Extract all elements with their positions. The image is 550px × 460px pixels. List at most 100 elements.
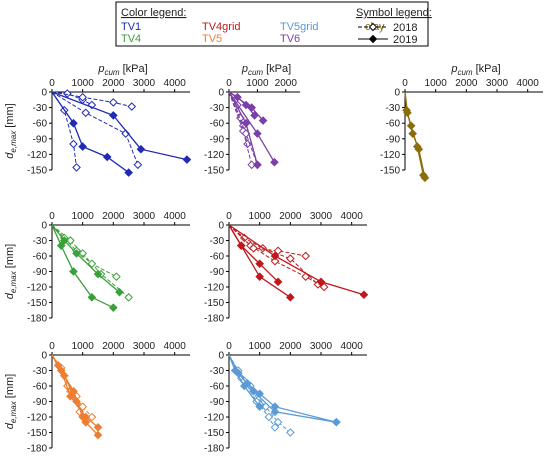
y-tick-label: -120: [204, 150, 224, 161]
legend-entry-tv4: TV4: [121, 33, 141, 45]
series-line: [228, 354, 261, 408]
y-axis-title-sub: e,max: [9, 130, 18, 153]
legend-entry-tv5: TV5: [202, 33, 222, 45]
series-tv4grid-2018: [228, 224, 310, 261]
y-tick-label: -120: [27, 413, 47, 424]
y-axis-title-unit: [mm]: [4, 103, 16, 131]
data-point-2018: [133, 160, 143, 170]
y-tick-label: -90: [33, 397, 48, 408]
x-tick-label: 2000: [279, 341, 302, 352]
data-point-2019: [270, 407, 280, 417]
x-tick-label: 4000: [164, 78, 187, 89]
y-tick-label: -150: [204, 428, 224, 439]
x-tick-label: 0: [402, 78, 408, 89]
y-tick-label: 0: [218, 221, 224, 232]
series-tv6-2019: [228, 91, 279, 167]
x-tick-label: 3000: [310, 211, 333, 222]
series-tv5-2019: [51, 354, 87, 422]
y-tick-label: -150: [27, 166, 47, 177]
y-tick-label: -30: [33, 103, 48, 114]
data-point-2018: [87, 412, 97, 422]
series-line: [228, 91, 275, 163]
data-point-2019: [270, 251, 280, 261]
data-point-2018: [72, 163, 81, 172]
x-tick-label: 4000: [517, 78, 540, 89]
panel-tv5grid: 0 1000 2000 3000 4000 0 -30 -60 -90 -120 -150 -180: [204, 341, 367, 455]
x-tick-label: 3000: [133, 211, 156, 222]
x-tick-label: 0: [49, 341, 55, 352]
data-point-2018: [286, 254, 295, 263]
data-point-2019: [109, 303, 118, 312]
data-point-2019: [109, 111, 118, 120]
panels: 0 1000 2000 3000 4000 0 -30 -60 -90 -120 -150 pcum …: [4, 63, 543, 455]
data-point-2019: [249, 386, 258, 396]
x-tick-label: 1000: [249, 341, 272, 352]
series-tv5grid-2019: [228, 354, 341, 427]
data-point-2019: [359, 290, 369, 300]
data-point-2019: [93, 269, 103, 279]
data-point-2019: [258, 116, 268, 125]
y-tick-label: 0: [218, 351, 224, 362]
y-tick-label: -60: [386, 119, 401, 130]
data-point-2019: [255, 272, 264, 281]
data-point-2019: [253, 129, 262, 138]
legend-symbol-label: 2019: [393, 34, 417, 46]
data-point-2019: [78, 412, 87, 422]
data-point-2018: [249, 243, 258, 253]
series-line: [51, 354, 93, 418]
series-tv1-2019: [51, 91, 133, 177]
x-tick-label: 2000: [102, 78, 125, 89]
series-tv1-2019: [51, 91, 192, 164]
data-point-2019: [316, 277, 326, 287]
y-axis-title-unit: [mm]: [4, 374, 16, 402]
panel-tv6: 0 1000 2000 0 -30 -60 -90 -120 -150 pcum [kPa]: [204, 63, 300, 177]
series-line: [228, 224, 279, 283]
y-tick-label: -60: [33, 119, 48, 130]
series-clay-2019: [403, 91, 430, 183]
y-tick-label: -120: [204, 283, 224, 294]
x-axis-title: pcum [kPa]: [241, 63, 291, 77]
panel-tv4: 0 1000 2000 3000 4000 0 -30 -60 -90 -120 -150 -180 d…: [4, 211, 190, 325]
x-tick-label: 4000: [164, 211, 187, 222]
x-tick-label: 1000: [72, 341, 95, 352]
data-point-2019: [93, 430, 103, 440]
data-point-2018: [109, 98, 118, 107]
y-axis-title: de,max [mm]: [4, 244, 18, 299]
y-tick-label: -60: [210, 382, 225, 393]
x-tick-label: 2000: [102, 341, 125, 352]
series-line: [51, 91, 188, 161]
x-tick-label: 3000: [133, 78, 156, 89]
data-point-2018: [127, 102, 137, 111]
series-tv4-2019: [51, 224, 124, 297]
y-tick-label: 0: [41, 88, 47, 99]
data-point-2019: [414, 144, 424, 154]
data-point-2019: [332, 417, 341, 427]
y-tick-label: -90: [33, 267, 48, 278]
y-tick-label: -120: [27, 150, 47, 161]
series-tv1-2018: [51, 91, 143, 170]
data-point-2019: [102, 152, 112, 162]
y-tick-label: -180: [204, 314, 224, 325]
data-point-2018: [319, 282, 329, 292]
data-point-2019: [81, 417, 91, 427]
data-point-2019: [241, 118, 251, 128]
series-tv6-2019: [228, 91, 262, 170]
legend-symbol-label: 2018: [393, 22, 417, 34]
data-point-2019: [273, 277, 283, 287]
series-line: [51, 354, 84, 418]
y-axis-title-main: d: [4, 422, 16, 429]
y-axis-title: de,max [mm]: [4, 374, 18, 429]
legend-symbol-2018: 2018: [358, 22, 417, 34]
data-point-2018: [247, 160, 257, 170]
data-point-2018: [63, 89, 72, 98]
data-point-2019: [270, 157, 279, 167]
data-point-2019: [182, 155, 192, 164]
series-line: [51, 91, 77, 168]
y-tick-label: -90: [210, 397, 225, 408]
data-point-2018: [78, 402, 87, 411]
x-axis-title-main: p: [241, 63, 248, 75]
data-point-2019: [236, 241, 246, 250]
x-tick-label: 0: [226, 78, 232, 89]
x-axis-title-sub: cum: [104, 68, 119, 77]
y-tick-label: -180: [27, 444, 47, 455]
